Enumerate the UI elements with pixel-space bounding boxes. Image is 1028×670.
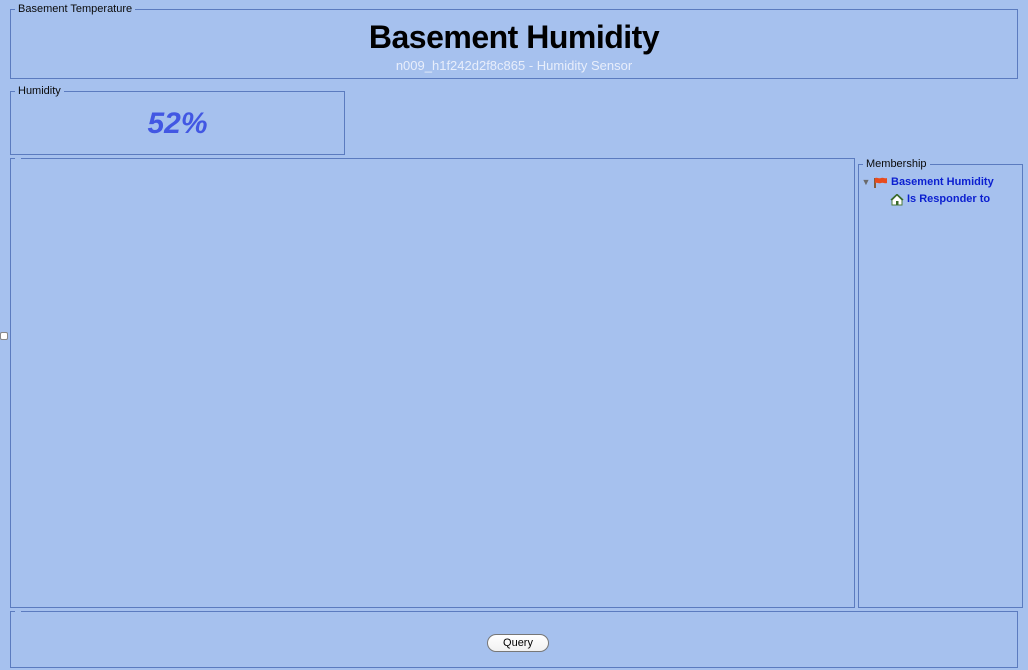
tree-item-label: Basement Humidity <box>891 174 994 191</box>
query-panel: Query <box>10 611 1018 668</box>
header-panel: Basement Temperature Basement Humidity n… <box>10 3 1018 79</box>
chart-panel <box>10 158 855 608</box>
splitter-handle[interactable] <box>0 332 8 340</box>
humidity-value: 52% <box>11 107 344 141</box>
tree-item-label: Is Responder to <box>907 191 990 208</box>
humidity-panel: Humidity 52% <box>10 85 345 155</box>
header-legend: Basement Temperature <box>15 3 135 15</box>
tree-item[interactable]: Is Responder to <box>861 191 1020 208</box>
query-button[interactable]: Query <box>487 634 549 652</box>
membership-legend: Membership <box>863 158 930 170</box>
humidity-legend: Humidity <box>15 85 64 97</box>
house-icon <box>889 193 905 207</box>
membership-panel: Membership ▼ Basement Humidity Is Respon… <box>858 158 1023 608</box>
page-title: Basement Humidity <box>11 19 1017 56</box>
membership-tree: ▼ Basement Humidity Is Responder to <box>859 170 1022 208</box>
flag-icon <box>873 176 889 190</box>
page-subtitle: n009_h1f242d2f8c865 - Humidity Sensor <box>11 58 1017 73</box>
tree-item[interactable]: ▼ Basement Humidity <box>861 174 1020 191</box>
disclosure-triangle-icon[interactable]: ▼ <box>861 174 871 191</box>
